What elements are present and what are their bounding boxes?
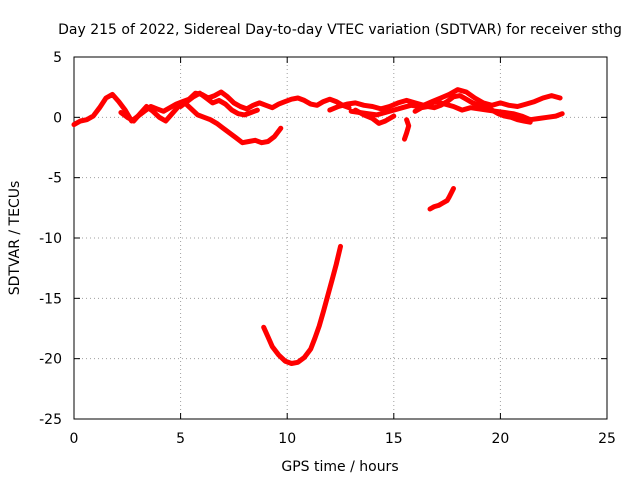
y-tick-label: 5 (53, 50, 62, 66)
x-tick-label: 15 (385, 431, 403, 447)
series-track-a (71, 89, 352, 128)
x-tick-label: 0 (70, 431, 79, 447)
series-track-d (327, 87, 563, 113)
y-tick-label: 0 (53, 110, 62, 126)
tick-labels: 0 5 10 15 20 25 -25 -20 -15 -10 -5 0 5 (39, 50, 616, 447)
y-axis-label: SDTVAR / TECUs (7, 181, 23, 296)
series-track-h (402, 117, 412, 142)
series-track-b (118, 100, 284, 146)
x-tick-label: 10 (278, 431, 296, 447)
x-axis-label: GPS time / hours (281, 459, 398, 475)
series-track-c (178, 90, 260, 118)
x-tick-label: 25 (598, 431, 616, 447)
axis-ticks (73, 56, 608, 420)
series-track-f (412, 93, 533, 125)
series-track-i (427, 186, 456, 212)
y-tick-label: -10 (39, 231, 62, 247)
y-tick-label: -20 (39, 352, 62, 368)
y-tick-label: -5 (48, 171, 62, 187)
series-group (71, 87, 565, 366)
series-track-g (352, 107, 397, 126)
x-tick-label: 20 (491, 431, 509, 447)
series-track-e (348, 99, 565, 123)
x-tick-label: 5 (176, 431, 185, 447)
chart-title: Day 215 of 2022, Sidereal Day-to-day VTE… (58, 22, 622, 38)
series-track-j (261, 243, 343, 366)
y-tick-label: -25 (39, 412, 62, 428)
y-tick-label: -15 (39, 291, 62, 307)
